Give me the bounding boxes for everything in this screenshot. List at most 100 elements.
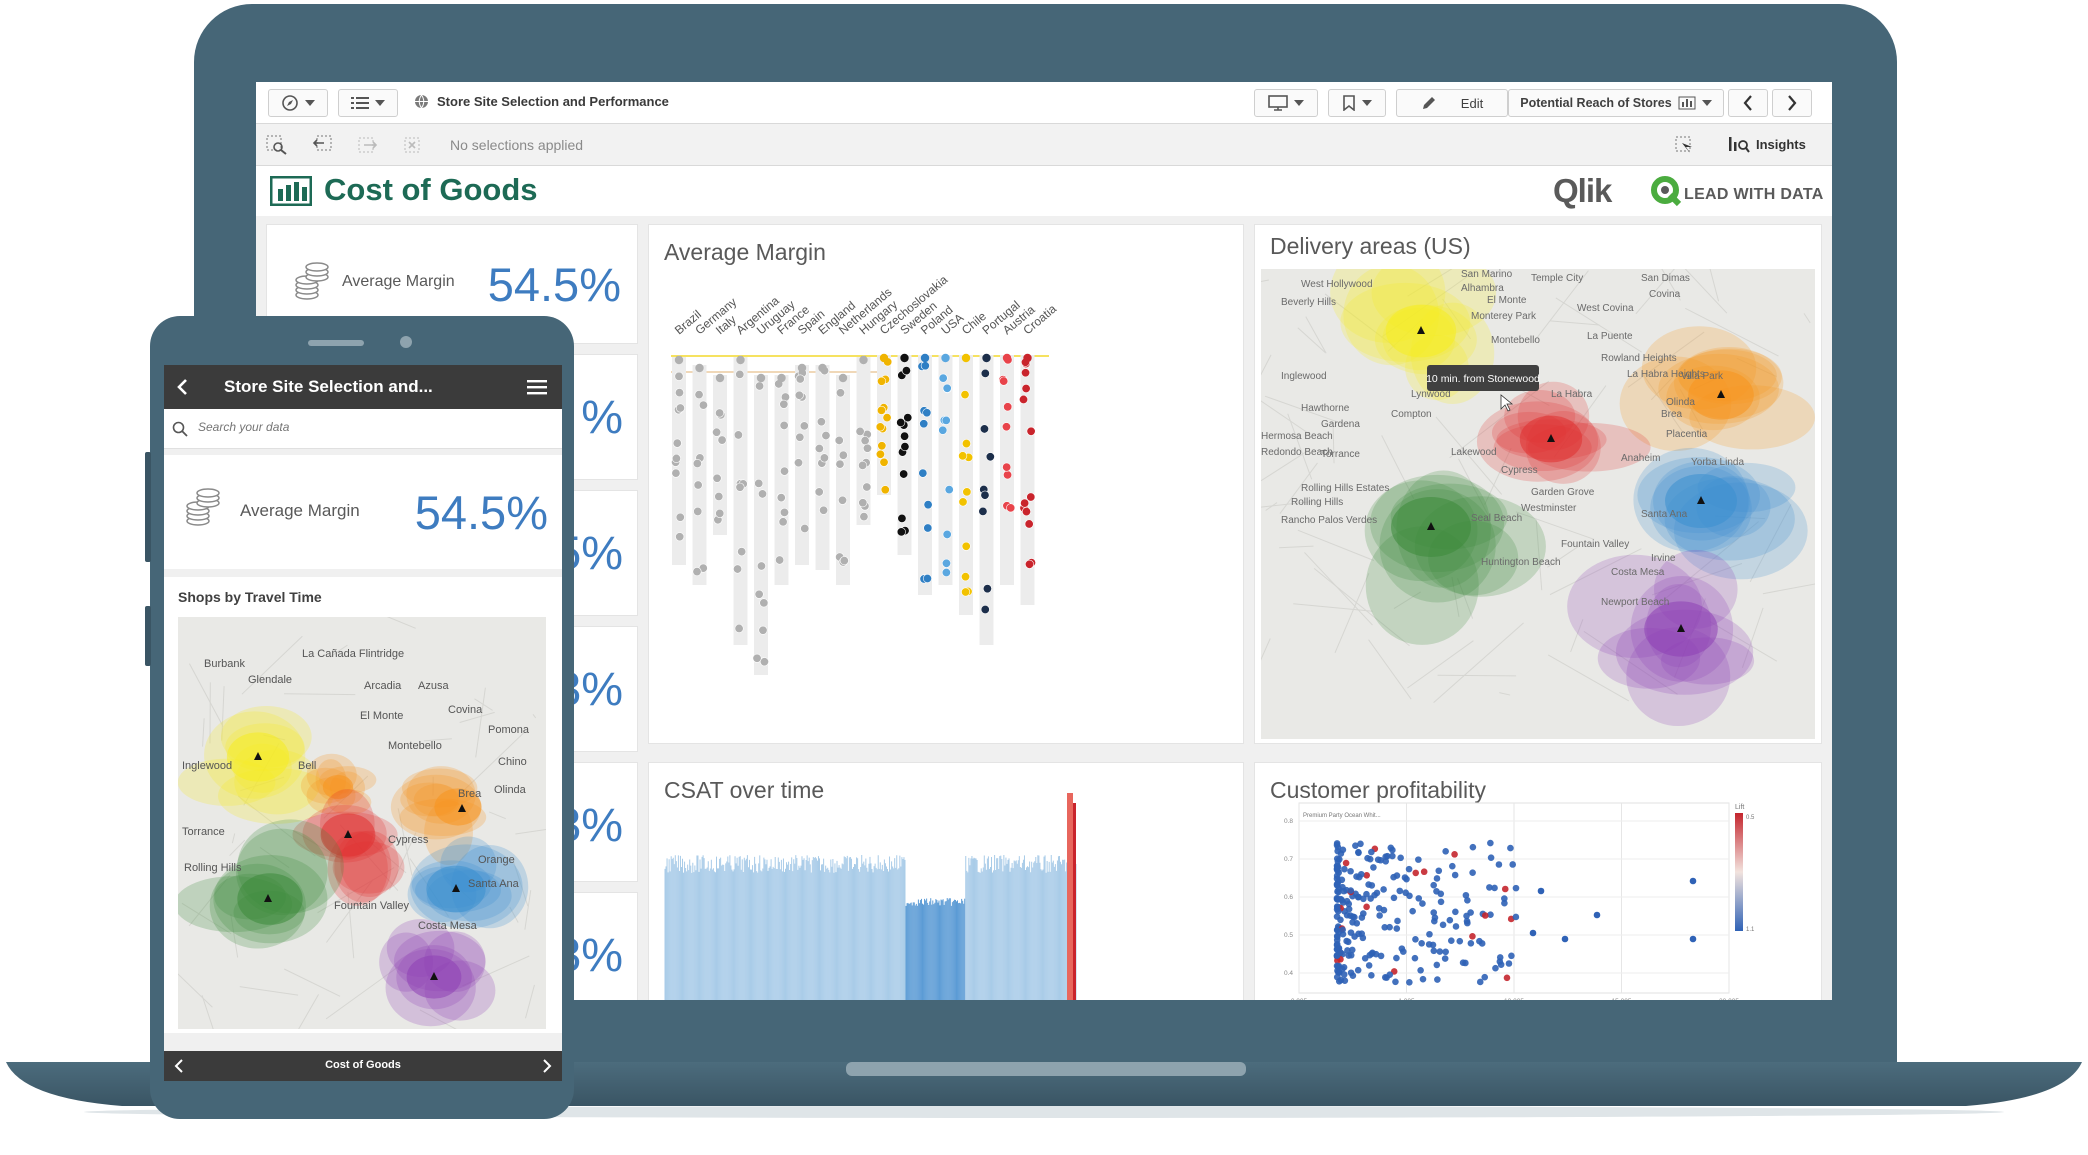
margin-point (800, 524, 810, 534)
map-road (229, 839, 246, 857)
delivery-areas-map[interactable]: West Hollywood San Marino Temple City San D… (1261, 269, 1815, 739)
margin-point (859, 512, 869, 522)
map-place-label: Covina (1649, 289, 1681, 300)
customer-point (1462, 891, 1470, 899)
customer-point (1386, 923, 1393, 931)
map-road (239, 986, 299, 996)
margin-point (961, 587, 971, 597)
average-margin-chart[interactable]: BrazilGermanyItalyArgentinaUruguayFrance… (649, 225, 1245, 745)
chevron-left-icon[interactable] (174, 1059, 184, 1073)
csat-panel[interactable]: CSAT over time (648, 762, 1244, 1000)
margin-point (838, 373, 848, 383)
customer-point (1342, 859, 1350, 867)
map-road (489, 811, 506, 820)
customer-point (1491, 884, 1498, 892)
customer-point (1593, 911, 1601, 919)
map-place-label: Rolling Hills (184, 862, 242, 874)
presentation-button[interactable] (1254, 89, 1318, 117)
margin-point (834, 435, 844, 445)
average-margin-panel[interactable]: Average Margin Brazil Germany Italy Argenti… (648, 224, 1244, 744)
csat-spike (1073, 803, 1076, 1000)
map-road (1533, 270, 1589, 343)
customer-point (1405, 865, 1413, 873)
map-road (1324, 293, 1396, 348)
map-road (1407, 640, 1474, 689)
phone-side-button (145, 452, 151, 562)
margin-point (879, 457, 889, 467)
sheets-menu-button[interactable] (338, 89, 398, 117)
map-place-label: Arcadia (364, 680, 402, 692)
margin-point (855, 426, 865, 436)
customer-point (1487, 911, 1494, 918)
map-place-label: Alhambra (1461, 283, 1504, 294)
margin-point (714, 491, 724, 501)
map-place-label: Burbank (204, 658, 245, 670)
margin-point (795, 432, 805, 442)
y-tick-label: 0.5 (1284, 932, 1293, 939)
phone-map-card[interactable]: Shops by Travel Time La Cañada Flintridg… (164, 577, 562, 1033)
customer-point (1439, 921, 1447, 929)
map-place-label: Montebello (388, 740, 442, 752)
map-place-label: Fountain Valley (334, 900, 410, 912)
customer-point (1372, 950, 1380, 958)
customer-point (1365, 962, 1373, 969)
search-input[interactable] (196, 419, 536, 435)
hamburger-menu-icon[interactable] (526, 379, 548, 395)
margin-point (818, 363, 827, 373)
map-place-label: San Marino (1461, 269, 1513, 280)
smart-search-icon[interactable] (266, 135, 288, 155)
map-road (1368, 639, 1412, 700)
map-road (1293, 603, 1373, 612)
map-place-label: Santa Ana (1641, 509, 1688, 520)
margin-point (942, 529, 952, 539)
map-place-label: Brea (1661, 409, 1683, 420)
customer-profitability-panel[interactable]: Customer profitability 0.005 1,005 10,005 1… (1254, 762, 1822, 1000)
bookmarks-button[interactable] (1328, 89, 1386, 117)
delivery-areas-panel[interactable]: Delivery areas (US) West Hollywood San Ma… (1254, 224, 1822, 744)
margin-point (779, 399, 789, 409)
customer-point (1481, 973, 1489, 981)
customer-point (1347, 887, 1355, 894)
customer-profitability-chart[interactable]: 0.005 1,005 10,005 15,005 20,005 0.8 0.7 0.6 0.5… (1255, 763, 1823, 1000)
qlik-logo: Qlik (1553, 172, 1682, 210)
clear-selections-icon[interactable] (402, 135, 424, 155)
margin-point (755, 381, 765, 391)
margin-point (839, 556, 849, 566)
insights-button[interactable]: Insights (1728, 135, 1806, 153)
next-sheet-button[interactable] (1772, 89, 1812, 117)
previous-sheet-button[interactable] (1728, 89, 1768, 117)
map-place-label: Costa Mesa (418, 920, 478, 932)
customer-point (1399, 948, 1407, 955)
map-road (202, 718, 205, 747)
map-road (284, 693, 356, 696)
map-road (515, 828, 546, 835)
chevron-right-icon[interactable] (542, 1059, 552, 1073)
customer-point (1351, 933, 1358, 940)
selection-tool-icon[interactable] (1674, 135, 1696, 155)
customer-point (1446, 916, 1454, 924)
customer-point (1382, 853, 1389, 860)
margin-point (961, 353, 971, 363)
margin-point (794, 390, 804, 400)
map-road (1334, 573, 1370, 654)
navigation-menu-button[interactable] (268, 89, 328, 117)
map-road (1435, 416, 1503, 495)
customer-point (1396, 887, 1404, 895)
coins-icon (295, 262, 329, 300)
sheet-selector-dropdown[interactable]: Potential Reach of Stores (1508, 89, 1724, 117)
x-tick-label: 15,005 (1612, 998, 1632, 1000)
map-place-label: Inglewood (182, 760, 232, 772)
customer-point (1339, 926, 1346, 934)
back-arrow-icon[interactable] (176, 378, 188, 396)
map-place-label: Westminster (1521, 503, 1577, 514)
phone-kpi-card[interactable]: Average Margin 54.5% (164, 455, 562, 569)
step-forward-icon[interactable] (356, 135, 378, 155)
csat-chart[interactable] (649, 763, 1245, 1000)
customer-point (1349, 918, 1356, 926)
map-place-label: Placentia (1666, 429, 1708, 440)
map-road (509, 906, 519, 923)
edit-button[interactable]: Edit (1396, 89, 1508, 117)
tagline: LEAD WITH DATA (1684, 186, 1824, 203)
step-back-icon[interactable] (312, 135, 334, 155)
